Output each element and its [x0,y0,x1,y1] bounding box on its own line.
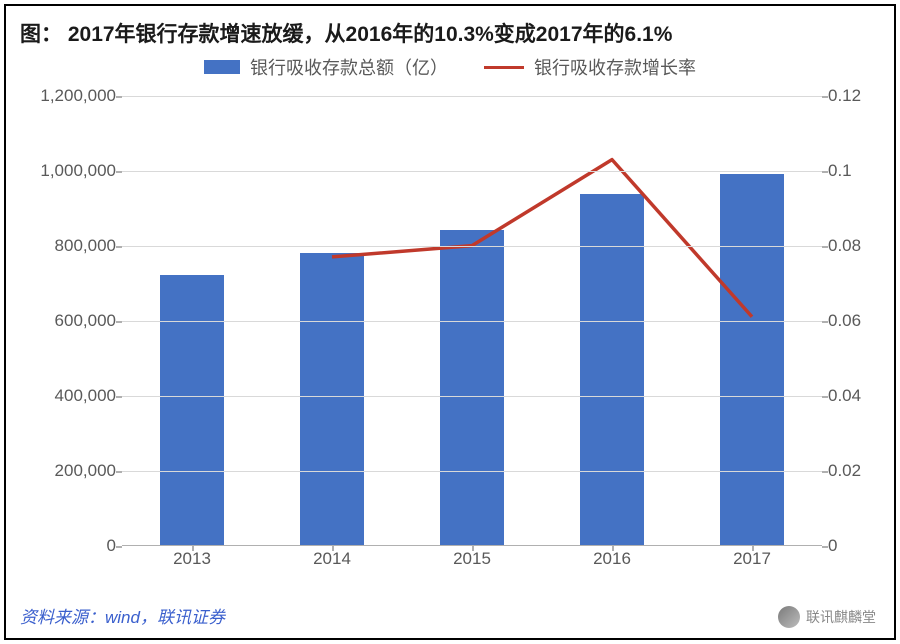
legend-item-line: 银行吸收存款增长率 [484,54,696,80]
y1-tick-label: 0 [107,536,116,556]
legend: 银行吸收存款总额（亿） 银行吸收存款增长率 [6,54,894,80]
y1-tick [116,321,122,323]
x-tick-label: 2015 [453,549,491,569]
y1-tick [116,171,122,173]
y2-axis-labels: 00.020.040.060.080.10.12 [828,96,884,545]
y1-tick [116,396,122,398]
y2-tick [822,246,828,248]
legend-item-bar: 银行吸收存款总额（亿） [204,54,448,80]
y2-tick-label: 0.12 [828,86,861,106]
y2-tick [822,471,828,473]
y1-tick [116,96,122,98]
x-tick [752,545,754,551]
y2-tick-label: 0 [828,536,837,556]
gridline [122,321,822,322]
legend-swatch-bar [204,60,240,74]
y2-tick-label: 0.1 [828,161,852,181]
x-tick-label: 2016 [593,549,631,569]
gridline [122,471,822,472]
gridline [122,171,822,172]
x-tick-label: 2017 [733,549,771,569]
gridline [122,246,822,247]
x-tick [612,545,614,551]
x-tick [472,545,474,551]
y2-tick-label: 0.06 [828,311,861,331]
watermark-text: 联讯麒麟堂 [806,607,876,627]
chart-title: 图： 2017年银行存款增速放缓，从2016年的10.3%变成2017年的6.1… [20,18,672,48]
legend-label-bar: 银行吸收存款总额（亿） [250,54,448,80]
x-tick [332,545,334,551]
y2-tick-label: 0.08 [828,236,861,256]
y1-tick-label: 1,000,000 [40,161,116,181]
watermark: 联讯麒麟堂 [778,606,876,628]
y2-tick-label: 0.02 [828,461,861,481]
y1-axis-labels: 0200,000400,000600,000800,0001,000,0001,… [18,96,116,545]
bar [440,230,504,545]
legend-label-line: 银行吸收存款增长率 [534,54,696,80]
source-attribution: 资料来源：wind，联讯证券 [20,603,225,628]
y1-tick [116,471,122,473]
bar [300,253,364,546]
y2-tick [822,96,828,98]
bar [160,275,224,545]
y1-tick-label: 800,000 [55,236,116,256]
x-axis-labels: 2013 2014 2015 2016 2017 [122,549,822,579]
y2-tick [822,546,828,548]
y1-tick-label: 200,000 [55,461,116,481]
gridline [122,396,822,397]
y1-tick [116,546,122,548]
x-tick [192,545,194,551]
chart-area: 0200,000400,000600,000800,0001,000,0001,… [122,96,822,546]
bar [720,174,784,545]
y2-tick [822,396,828,398]
y1-tick-label: 400,000 [55,386,116,406]
x-tick-label: 2013 [173,549,211,569]
watermark-icon [778,606,800,628]
y2-tick [822,171,828,173]
y2-tick [822,321,828,323]
legend-swatch-line [484,66,524,69]
y1-tick-label: 1,200,000 [40,86,116,106]
chart-frame: 图： 2017年银行存款增速放缓，从2016年的10.3%变成2017年的6.1… [4,4,896,640]
plot: 0200,000400,000600,000800,0001,000,0001,… [122,96,822,546]
x-tick-label: 2014 [313,549,351,569]
y2-tick-label: 0.04 [828,386,861,406]
gridline [122,96,822,97]
y1-tick-label: 600,000 [55,311,116,331]
y1-tick [116,246,122,248]
